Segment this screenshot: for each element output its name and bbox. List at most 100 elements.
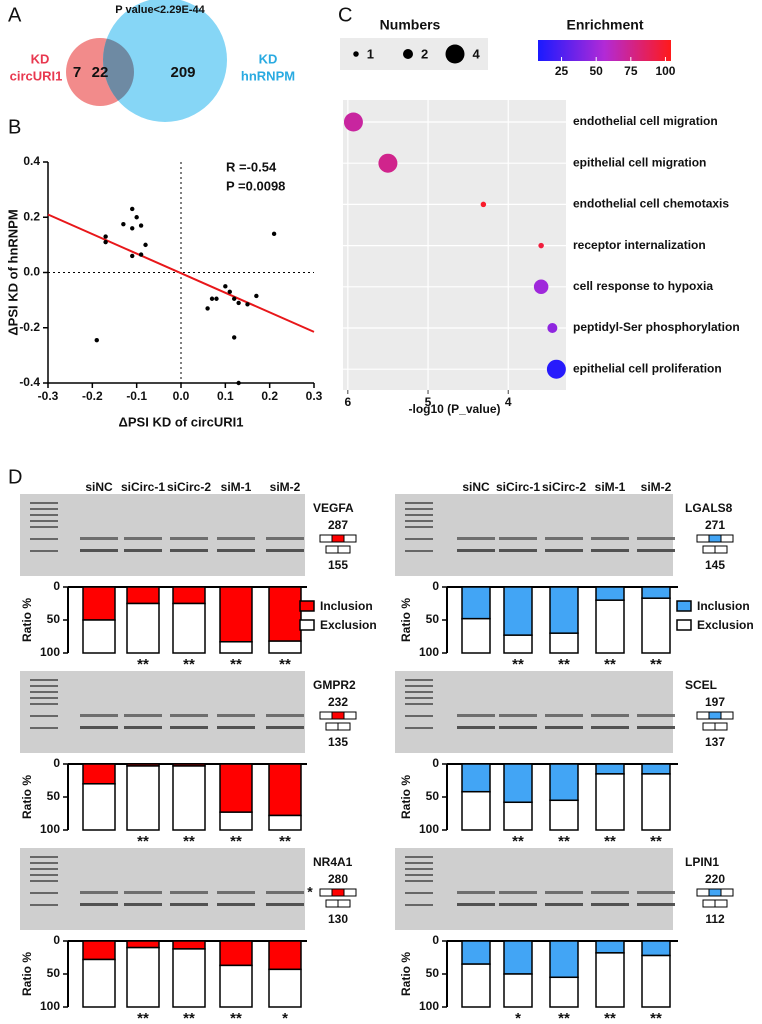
ladder-band xyxy=(405,874,433,876)
y-tick-label: 50 xyxy=(47,612,61,626)
venn-set-label: hnRNPM xyxy=(241,68,295,83)
gel-band xyxy=(266,714,304,717)
lane-label: siM-1 xyxy=(221,480,252,494)
band-marker: * xyxy=(307,884,313,900)
significance: ** xyxy=(183,1010,195,1024)
y-tick-label: 0.2 xyxy=(23,209,40,223)
bar-segment xyxy=(503,973,533,1008)
point xyxy=(103,239,108,245)
exon xyxy=(319,534,333,543)
x-tick-label: 0.2 xyxy=(261,389,278,403)
exon xyxy=(343,711,357,720)
bar-segment xyxy=(219,811,253,831)
bar-segment xyxy=(461,617,491,654)
significance: ** xyxy=(604,833,616,850)
y-tick-label: 50 xyxy=(47,789,61,803)
exon xyxy=(331,711,345,720)
ladder-band xyxy=(30,697,58,699)
y-tick-label: 0 xyxy=(432,756,439,770)
bar-segment xyxy=(641,763,671,775)
venn-set-label: KD xyxy=(31,51,50,66)
gene-name: LPIN1 xyxy=(685,855,719,869)
gel-band xyxy=(80,549,118,552)
colorbar-tick-label: 75 xyxy=(624,64,638,78)
point xyxy=(130,253,135,259)
gel-band xyxy=(591,537,629,540)
y-tick-label: 50 xyxy=(426,612,440,626)
y-tick-label: endothelial cell chemotaxis xyxy=(573,197,729,211)
y-tick-label: epithelial cell migration xyxy=(573,155,706,169)
band-size: 145 xyxy=(705,558,725,572)
ladder-band xyxy=(30,526,58,528)
band-size: 112 xyxy=(705,912,725,926)
gel-band xyxy=(217,714,255,717)
lane-label: siCirc-1 xyxy=(121,480,165,494)
band-size: 135 xyxy=(328,735,348,749)
ladder-band xyxy=(30,520,58,522)
ladder-band xyxy=(30,502,58,504)
y-tick-label: 0 xyxy=(53,756,60,770)
exon xyxy=(708,711,722,720)
panel-label: B xyxy=(8,116,21,138)
annotation: R =-0.54 xyxy=(226,159,277,174)
y-tick-label: -0.4 xyxy=(19,375,40,389)
y-tick-label: 100 xyxy=(40,645,60,659)
gel-band xyxy=(266,549,304,552)
bar-segment xyxy=(595,952,625,1008)
lane-label: siCirc-2 xyxy=(542,480,586,494)
point xyxy=(223,284,228,289)
legend-bubble xyxy=(445,44,465,64)
ladder-band xyxy=(405,715,433,717)
bar-segment xyxy=(126,940,160,949)
significance: ** xyxy=(604,656,616,673)
gel-band xyxy=(545,903,583,906)
ladder-band xyxy=(405,514,433,516)
y-tick-label: 50 xyxy=(47,966,61,980)
colorbar-tick-label: 50 xyxy=(590,64,604,78)
ladder-band xyxy=(30,691,58,693)
gel-band xyxy=(499,537,537,540)
significance: ** xyxy=(512,833,524,850)
gel-band xyxy=(80,537,118,540)
y-tick-label: 100 xyxy=(40,822,60,836)
gel-band xyxy=(124,537,162,540)
gel-image xyxy=(395,848,673,930)
annotation: P =0.0098 xyxy=(226,178,285,193)
x-tick-label: -0.1 xyxy=(126,389,147,403)
legend-swatch xyxy=(676,619,692,631)
significance: ** xyxy=(230,1010,242,1024)
ladder-band xyxy=(405,727,433,729)
gel-band xyxy=(170,549,208,552)
gel-band xyxy=(591,891,629,894)
ladder-band xyxy=(405,550,433,552)
bar-segment xyxy=(268,640,302,654)
gel-band xyxy=(545,714,583,717)
bar-segment xyxy=(641,597,671,654)
panel-label: D xyxy=(8,466,22,488)
bar-segment xyxy=(503,801,533,831)
legend-title: Numbers xyxy=(380,17,441,33)
exon xyxy=(331,534,345,543)
significance: ** xyxy=(230,656,242,673)
y-tick-label: 0 xyxy=(53,579,60,593)
venn-count: 22 xyxy=(92,64,109,81)
point xyxy=(94,337,99,343)
exon xyxy=(319,711,333,720)
gel-band xyxy=(637,726,675,729)
exon xyxy=(720,711,734,720)
bar-segment xyxy=(461,586,491,620)
gel-band xyxy=(80,891,118,894)
ladder-band xyxy=(405,904,433,906)
point xyxy=(232,296,237,301)
ladder-band xyxy=(405,703,433,705)
bubble xyxy=(533,279,549,295)
significance: ** xyxy=(604,1010,616,1024)
gel-band xyxy=(637,549,675,552)
bar-segment xyxy=(268,763,302,817)
bar-segment xyxy=(268,940,302,971)
fit-line xyxy=(47,213,315,333)
exon xyxy=(337,722,351,731)
ladder-band xyxy=(30,514,58,516)
ladder-band xyxy=(30,892,58,894)
gel-band xyxy=(545,549,583,552)
